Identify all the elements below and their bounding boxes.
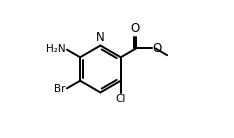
Text: Cl: Cl bbox=[116, 94, 126, 104]
Text: N: N bbox=[96, 31, 105, 44]
Text: O: O bbox=[153, 42, 162, 55]
Text: O: O bbox=[131, 22, 140, 35]
Text: H₂N: H₂N bbox=[46, 44, 66, 54]
Text: Br: Br bbox=[54, 84, 66, 94]
